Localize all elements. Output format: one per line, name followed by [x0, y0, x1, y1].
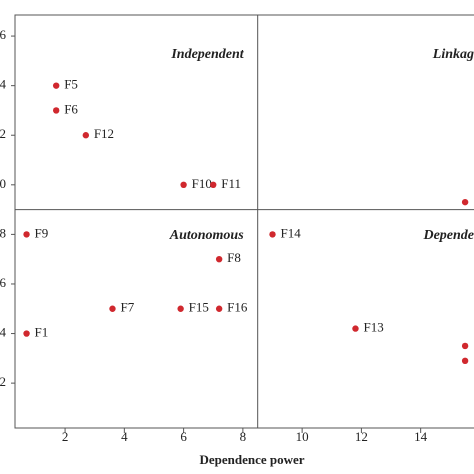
point — [177, 305, 184, 312]
point-label: F15 — [189, 300, 209, 315]
x-tick-label: 6 — [180, 429, 187, 444]
y-tick-label: 6 — [0, 27, 7, 42]
plot-frame — [14, 14, 474, 429]
point — [23, 231, 30, 238]
point — [215, 255, 223, 263]
point-label: F14 — [281, 225, 302, 240]
y-tick-label: 4 — [0, 77, 7, 92]
point-label: F7 — [120, 300, 134, 315]
point — [352, 325, 359, 332]
y-tick-label: 2 — [0, 374, 6, 389]
point-label: F16 — [227, 300, 248, 315]
y-tick-label: 0 — [0, 176, 6, 191]
point — [215, 305, 223, 312]
point-label: F5 — [64, 77, 78, 92]
x-axis-label: Dependence power — [199, 452, 304, 467]
point — [461, 198, 469, 206]
x-tick-label: 4 — [121, 429, 128, 444]
quadrant-label: Depende — [422, 228, 474, 243]
point — [52, 82, 60, 89]
point-label: F1 — [35, 325, 49, 340]
quadrant-label: Autonomous — [169, 228, 244, 243]
y-tick-label: 8 — [0, 225, 6, 240]
point-label: F11 — [221, 176, 241, 191]
x-tick-label: 14 — [414, 429, 428, 444]
y-tick-label: 6 — [0, 275, 7, 290]
point — [269, 231, 276, 238]
point — [82, 132, 90, 139]
point — [109, 305, 116, 312]
point-label: F10 — [192, 176, 212, 191]
point-label: F13 — [363, 320, 383, 335]
x-tick-label: 2 — [62, 429, 69, 444]
point-label: F6 — [64, 101, 78, 116]
point — [180, 181, 187, 189]
point-label: F12 — [94, 126, 114, 141]
quadrant-label: Independent — [170, 47, 244, 62]
x-tick-label: 12 — [355, 429, 368, 444]
point-label: F9 — [35, 225, 49, 240]
point — [461, 357, 469, 365]
x-tick-label: 10 — [296, 429, 309, 444]
x-tick-label: 8 — [240, 429, 247, 444]
point — [210, 181, 217, 189]
point-label: F8 — [227, 250, 241, 265]
point — [52, 107, 60, 114]
quadrant-label: Linkag — [432, 47, 474, 62]
y-tick-label: 2 — [0, 126, 6, 141]
point — [23, 330, 30, 337]
y-tick-label: 4 — [0, 325, 7, 340]
point — [461, 342, 469, 350]
